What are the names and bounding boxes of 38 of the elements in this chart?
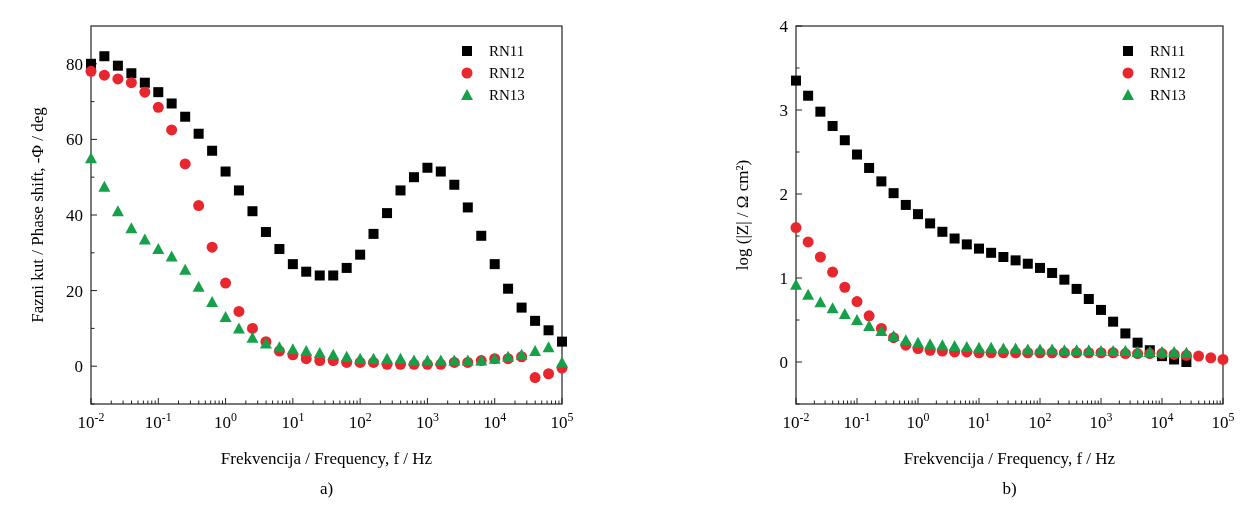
legend-label: RN13 bbox=[1150, 87, 1186, 103]
y-axis-title: Fazni kut / Phase shift, -Φ / deg bbox=[28, 106, 47, 323]
legend-label: RN11 bbox=[489, 43, 525, 59]
legend-label: RN12 bbox=[1150, 65, 1186, 81]
y-tick-label: 4 bbox=[779, 17, 789, 36]
y-tick-label: 0 bbox=[74, 357, 83, 377]
x-tick-label: 10$^{4}$ bbox=[483, 410, 507, 432]
text: b) bbox=[1002, 479, 1017, 498]
x-tick-label: 10$^{4}$ bbox=[1150, 410, 1174, 432]
legend-label: RN11 bbox=[1150, 43, 1186, 59]
y-tick-label: 0 bbox=[779, 353, 788, 372]
x-tick-label: 10$^{-2}$ bbox=[77, 410, 105, 432]
x-tick-label: 10$^{1}$ bbox=[281, 410, 305, 432]
x-tick-label: 10$^{1}$ bbox=[967, 410, 991, 432]
y-tick-label: 40 bbox=[66, 206, 83, 225]
x-tick-label: 10$^{-1}$ bbox=[843, 410, 871, 432]
x-axis-title: Frekvencija / Frequency, f / Hz bbox=[903, 449, 1116, 468]
x-tick-label: 10$^{2}$ bbox=[348, 410, 372, 432]
x-tick-label: 10$^{0}$ bbox=[906, 410, 930, 432]
y-axis-title: log (|Z| / Ω cm²) bbox=[733, 159, 752, 271]
y-tick-label: 1 bbox=[779, 269, 788, 288]
y-tick-label: 20 bbox=[66, 281, 83, 301]
x-tick-label: 10$^{2}$ bbox=[1028, 410, 1052, 432]
x-tick-label: 10$^{3}$ bbox=[1089, 410, 1113, 432]
y-tick-label: 60 bbox=[66, 130, 83, 150]
x-tick-label: 10$^{-1}$ bbox=[144, 410, 172, 432]
y-tick-label: 80 bbox=[66, 54, 83, 74]
x-tick-label: 10$^{0}$ bbox=[214, 410, 238, 432]
x-tick-label: 10$^{-2}$ bbox=[782, 410, 810, 432]
legend-label: RN12 bbox=[489, 65, 525, 81]
y-tick-label: 3 bbox=[779, 101, 788, 120]
x-tick-label: 10$^{3}$ bbox=[415, 410, 439, 432]
y-tick-label: 2 bbox=[779, 185, 788, 204]
x-tick-label: 10$^{5}$ bbox=[550, 410, 574, 432]
legend-label: RN13 bbox=[489, 87, 525, 103]
text: a) bbox=[319, 479, 334, 498]
x-tick-label: 10$^{5}$ bbox=[1211, 410, 1235, 432]
x-axis-title: Frekvencija / Frequency, f / Hz bbox=[220, 449, 433, 468]
